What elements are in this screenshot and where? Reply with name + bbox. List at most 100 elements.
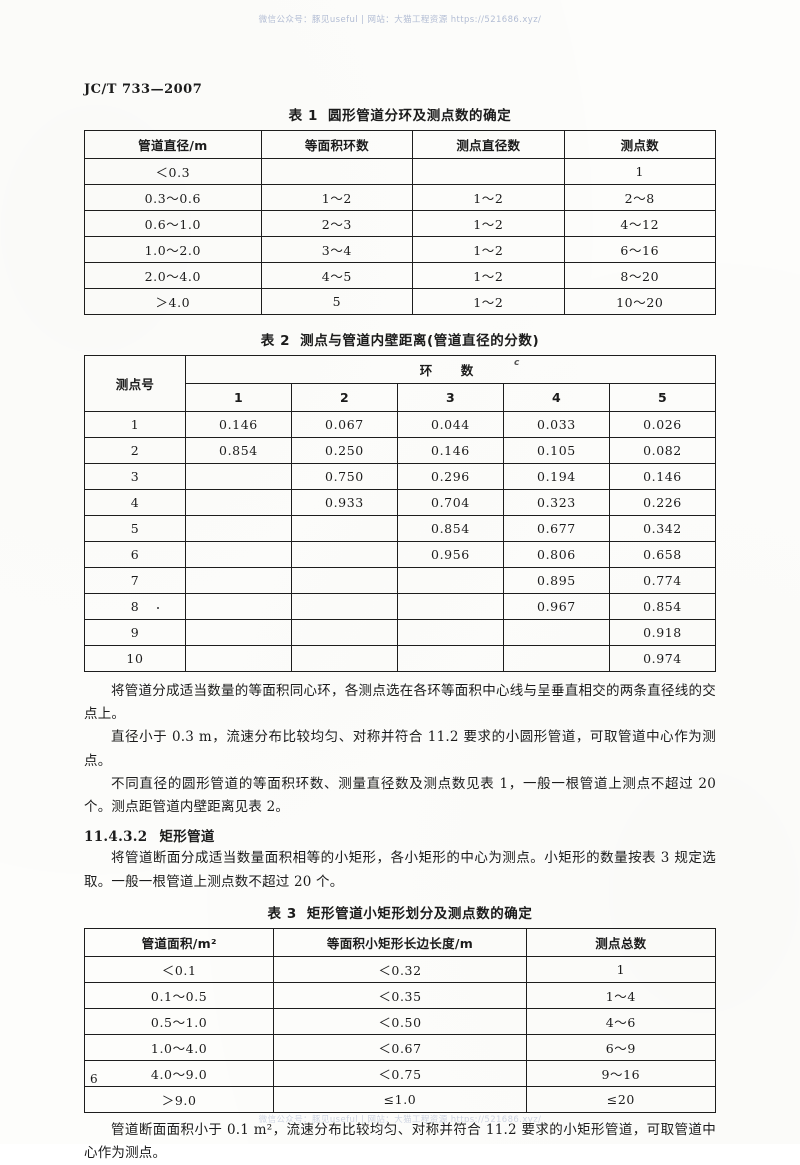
table-row: 2 0.854 0.250 0.146 0.105 0.082 [84, 437, 717, 464]
table2-cell: 0.146 [184, 411, 292, 438]
table2-point-no: 10 [84, 645, 186, 672]
table-row: 1.0～2.0 3～4 1～2 6～16 [84, 236, 717, 263]
table-row: 2.0～4.0 4～5 1～2 8～20 [84, 262, 717, 289]
table3-cell: ＜0.35 [273, 981, 527, 1009]
section-number: 11.4.3.2 [84, 829, 148, 846]
section-title: 矩形管道 [159, 829, 215, 846]
table-row: ＜0.3 1 [84, 158, 717, 185]
table2-cell: 0.342 [608, 515, 717, 542]
table2-cell: 0.967 [502, 593, 610, 620]
table2-cell [290, 515, 398, 542]
table2-cell [396, 619, 504, 646]
page-number: 6 [90, 1072, 98, 1086]
table2-point-no: 7 [84, 567, 186, 594]
table-row: 0.5～1.0 ＜0.50 4～6 [83, 1007, 717, 1035]
table-row: 8 0.967 0.854 [84, 593, 717, 620]
table3-cell: 9～16 [525, 1059, 717, 1087]
table-1: 管道直径/m 等面积环数 测点直径数 测点数 ＜0.3 1 0.3～0.6 1～… [84, 130, 717, 315]
table1-cell [260, 158, 414, 185]
table1-caption: 表 1 圆形管道分环及测点数的确定 [84, 104, 716, 124]
table2-cell: 0.044 [396, 411, 504, 438]
table1-cell: 8～20 [563, 262, 717, 289]
table2-cell: 0.250 [290, 437, 398, 464]
table2-cell [396, 593, 504, 620]
table2-point-no-label: 8 [130, 599, 140, 614]
table2-ring-header: 2 [290, 383, 398, 412]
spacer [84, 315, 716, 329]
table1-cell: 1～2 [260, 184, 414, 211]
table-row: 5 0.854 0.677 0.342 [84, 515, 717, 542]
table3-col-header: 管道面积/m² [83, 927, 275, 957]
table2-caption-label: 表 2 [260, 333, 291, 349]
paragraph-4: 将管道断面分成适当数量面积相等的小矩形，各小矩形的中心为测点。小矩形的数量按表 … [84, 850, 716, 890]
paragraph-group-1: 将管道分成适当数量的等面积同心环，各测点选在各环等面积中心线与呈垂直相交的两条直… [84, 680, 716, 819]
table2-cell: 0.146 [608, 463, 717, 490]
table2-ring-header: 4 [502, 383, 610, 412]
table2-cell [184, 515, 292, 542]
table-row: 4 0.933 0.704 0.323 0.226 [84, 489, 717, 516]
table2-caption-title: 测点与管道内壁距离(管道直径的分数) [300, 333, 540, 349]
table1-col-header: 等面积环数 [260, 130, 414, 159]
table3-cell: 4～6 [525, 1007, 717, 1035]
table-row: 7 0.895 0.774 [84, 567, 717, 594]
table1-caption-label: 表 1 [288, 108, 319, 124]
table1-cell: 1～2 [412, 210, 565, 237]
table-row: 1 0.146 0.067 0.044 0.033 0.026 [84, 411, 717, 438]
watermark-top: 微信公众号：豚见useful | 网站：大猫工程资源 https://52168… [258, 15, 542, 25]
table1-cell [412, 158, 565, 185]
table2-cell: 0.956 [396, 541, 504, 568]
table1-header-row: 管道直径/m 等面积环数 测点直径数 测点数 [84, 130, 717, 159]
table-row: ＜0.1 ＜0.32 1 [83, 955, 717, 983]
table-row: 10 0.974 [84, 645, 717, 672]
table1-cell: ＞4.0 [84, 288, 262, 315]
table2-point-no: 9 [84, 619, 186, 646]
table3-cell: 1～4 [525, 981, 717, 1009]
table1-cell: 1.0～2.0 [84, 236, 262, 263]
table1-col-header: 管道直径/m [84, 130, 262, 159]
table2-cell: 0.067 [290, 411, 398, 438]
table2-cell [502, 645, 610, 672]
table3-cell: ＜0.75 [273, 1059, 527, 1087]
table-row: ＞4.0 5 1～2 10～20 [84, 288, 717, 315]
table3-header-row: 管道面积/m² 等面积小矩形长边长度/m 测点总数 [83, 927, 717, 957]
table2-cell [184, 619, 292, 646]
table2-cell [290, 541, 398, 568]
table-row: 9 0.918 [84, 619, 717, 646]
table-row: 4.0～9.0 ＜0.75 9～16 [83, 1059, 717, 1087]
table1-col-header: 测点直径数 [412, 130, 565, 159]
table3-cell: 1.0～4.0 [83, 1033, 275, 1061]
paragraph-1: 将管道分成适当数量的等面积同心环，各测点选在各环等面积中心线与呈垂直相交的两条直… [84, 683, 716, 723]
table1-cell: 2～3 [260, 210, 414, 237]
table2-cell [184, 541, 292, 568]
table2-cell [290, 593, 398, 620]
standard-code: JC/T 733—2007 [84, 82, 203, 97]
table3-cell: ≤1.0 [273, 1085, 527, 1113]
paragraph-3: 不同直径的圆形管道的等面积环数、测量直径数及测点数见表 1，一般一根管道上测点不… [84, 775, 716, 816]
table1-cell: 3～4 [260, 236, 414, 263]
table1-cell: 0.6～1.0 [84, 210, 262, 237]
table3-cell: 6～9 [525, 1033, 717, 1061]
table2-cell: 0.323 [502, 489, 610, 516]
table2-cell [184, 567, 292, 594]
table1-cell: 4～12 [563, 210, 717, 237]
table2-cell: 0.854 [184, 437, 292, 464]
table3-caption: 表 3 矩形管道小矩形划分及测点数的确定 [84, 902, 716, 922]
table2-point-no: 2 [84, 437, 186, 464]
table1-cell: 2.0～4.0 [84, 262, 262, 289]
table-row: 6 0.956 0.806 0.658 [84, 541, 717, 568]
table2-point-no: 6 [84, 541, 186, 568]
table2-cell: 0.296 [396, 463, 504, 490]
table2-cell: 0.895 [502, 567, 610, 594]
document-content: 表 1 圆形管道分环及测点数的确定 管道直径/m 等面积环数 测点直径数 测点数 … [83, 104, 717, 1165]
table2-caption: 表 2 测点与管道内壁距离(管道直径的分数) [84, 329, 716, 349]
table2-cell [184, 463, 292, 490]
table2-cell: 0.750 [290, 463, 398, 490]
paragraph-2: 直径小于 0.3 m，流速分布比较均匀、对称并符合 11.2 要求的小圆形管道，… [84, 729, 716, 769]
scan-artifact-mark: c [513, 358, 520, 368]
table2-cell: 0.658 [608, 541, 717, 568]
paragraph-5: 管道断面面积小于 0.1 m²，流速分布比较均匀、对称并符合 11.2 要求的小… [84, 1121, 716, 1161]
table3-caption-label: 表 3 [267, 905, 297, 922]
table-row: ＞9.0 ≤1.0 ≤20 [83, 1085, 717, 1113]
table2-cell: 0.677 [502, 515, 610, 542]
table2-cell: 0.933 [290, 489, 398, 516]
